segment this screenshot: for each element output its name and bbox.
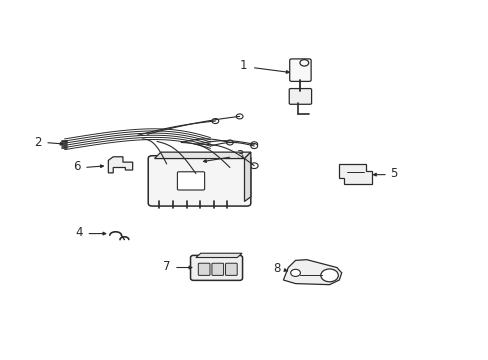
Polygon shape	[108, 157, 132, 173]
Circle shape	[192, 171, 200, 176]
FancyBboxPatch shape	[190, 255, 242, 280]
Text: 4: 4	[75, 226, 82, 239]
Text: 5: 5	[389, 167, 397, 180]
Text: 8: 8	[272, 262, 280, 275]
Polygon shape	[339, 164, 372, 184]
Polygon shape	[196, 253, 242, 257]
Circle shape	[236, 114, 243, 119]
Circle shape	[211, 118, 218, 123]
Text: 2: 2	[34, 136, 41, 149]
Circle shape	[290, 269, 300, 276]
FancyBboxPatch shape	[198, 263, 209, 275]
Circle shape	[320, 269, 338, 282]
Circle shape	[226, 140, 233, 145]
Polygon shape	[244, 152, 250, 202]
FancyBboxPatch shape	[148, 156, 250, 206]
FancyBboxPatch shape	[289, 59, 310, 81]
Text: 3: 3	[236, 149, 243, 162]
Text: 1: 1	[239, 59, 246, 72]
Polygon shape	[154, 152, 250, 158]
Circle shape	[163, 161, 170, 167]
FancyBboxPatch shape	[225, 263, 237, 275]
Text: 7: 7	[163, 260, 170, 273]
Circle shape	[250, 142, 257, 147]
FancyBboxPatch shape	[177, 172, 204, 190]
Circle shape	[250, 163, 258, 168]
Text: 6: 6	[73, 160, 80, 173]
FancyBboxPatch shape	[211, 263, 223, 275]
Circle shape	[225, 165, 233, 170]
FancyBboxPatch shape	[288, 89, 311, 104]
Polygon shape	[283, 260, 341, 285]
Circle shape	[250, 144, 257, 149]
